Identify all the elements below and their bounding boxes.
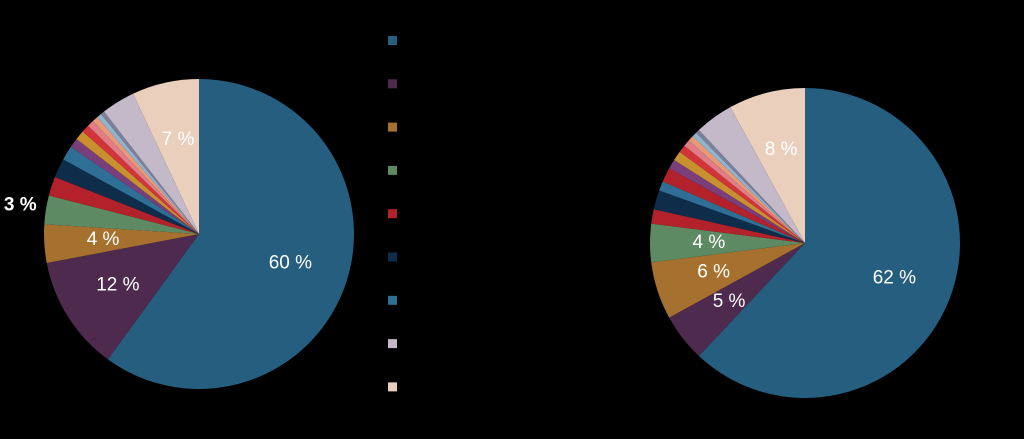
- data-label: 60 %: [269, 253, 312, 274]
- pie-slice: [662, 168, 805, 243]
- pie-slice: [698, 88, 960, 398]
- data-label: 5 %: [713, 291, 746, 312]
- legend-swatch: [388, 339, 397, 349]
- pie-slice: [82, 125, 199, 234]
- pie-slice: [650, 223, 805, 263]
- data-label: 4 %: [87, 229, 120, 250]
- legend-swatch: [388, 122, 397, 132]
- pie-slice: [692, 132, 805, 243]
- pie-slice: [107, 79, 355, 390]
- pie-slice: [669, 243, 805, 356]
- data-label: 62 %: [873, 267, 916, 288]
- pie-slice: [651, 243, 805, 318]
- pie-slice: [54, 159, 199, 234]
- pie-slice: [133, 79, 199, 234]
- data-label: 8 %: [765, 139, 798, 160]
- data-label: 6 %: [697, 262, 730, 283]
- pie-slice: [103, 93, 199, 235]
- legend-swatch: [388, 252, 397, 262]
- data-label: 3 %: [4, 195, 37, 216]
- legend-swatch: [388, 165, 397, 175]
- pie-slice: [88, 121, 199, 234]
- pie-slice: [651, 209, 805, 243]
- pie-slice: [659, 181, 805, 243]
- pie-slice: [70, 138, 199, 234]
- pie-slice: [97, 113, 199, 234]
- pie-slice: [76, 131, 199, 234]
- pie-slice: [684, 140, 805, 243]
- legend-swatch: [388, 382, 397, 392]
- pie-slice: [44, 224, 199, 264]
- pie-slice: [696, 130, 805, 243]
- pie-slice: [679, 145, 805, 243]
- legend-swatch: [388, 209, 397, 219]
- data-label: 12 %: [96, 275, 139, 296]
- pie-slice: [46, 234, 199, 360]
- pie-slice: [92, 117, 199, 234]
- pie-slice: [48, 176, 199, 234]
- pie-slice: [63, 146, 199, 234]
- pie-slice: [44, 195, 199, 234]
- data-label: 7 %: [162, 129, 195, 150]
- pie-slice: [698, 107, 805, 244]
- legend-swatch: [388, 295, 397, 305]
- legend-swatch: [388, 36, 397, 45]
- pie-slice: [674, 151, 805, 243]
- pie-slice: [669, 159, 805, 243]
- pie-slice: [730, 88, 805, 243]
- pie-slice: [100, 111, 199, 234]
- data-label: 4 %: [693, 232, 726, 253]
- pie-slice: [653, 190, 805, 243]
- legend-swatch: [388, 79, 397, 89]
- pie-slice: [688, 136, 805, 243]
